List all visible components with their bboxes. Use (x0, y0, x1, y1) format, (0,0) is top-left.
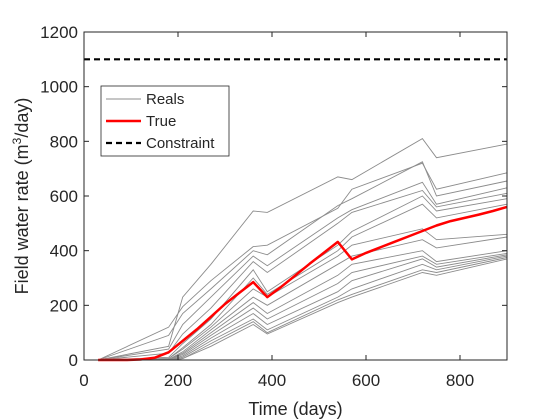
y-tick-label-0: 0 (69, 351, 78, 370)
x-tick-label-400: 400 (258, 371, 286, 390)
real-series-line-3 (97, 161, 508, 361)
true-series-line (98, 205, 508, 362)
true-layer (98, 205, 508, 362)
y-tick-label-800: 800 (50, 132, 78, 151)
real-series-line-6 (98, 195, 508, 361)
y-tick-label-600: 600 (50, 187, 78, 206)
x-tick-label-0: 0 (79, 371, 88, 390)
legend: Reals True Constraint (100, 85, 230, 157)
y-tick-label-1200: 1200 (40, 23, 78, 42)
y-axis-ticks: 0 200 400 600 800 1000 1200 (40, 23, 507, 370)
y-axis-title-prefix: Field water rate (m (12, 144, 32, 294)
x-tick-label-800: 800 (446, 371, 474, 390)
y-axis-title: Field water rate (m3/day) (10, 98, 32, 295)
y-axis-title-suffix: /day) (12, 98, 32, 138)
real-series-line-9 (98, 236, 508, 361)
y-tick-label-400: 400 (50, 242, 78, 261)
real-series-line-4 (98, 181, 508, 361)
legend-true-label: True (146, 113, 176, 130)
x-axis-ticks: 0 200 400 600 800 (79, 32, 474, 390)
real-series-line-5 (98, 189, 508, 361)
reals-layer (97, 138, 508, 361)
legend-reals-label: Reals (146, 91, 184, 108)
legend-constraint-label: Constraint (146, 135, 215, 152)
x-tick-label-600: 600 (352, 371, 380, 390)
y-tick-label-200: 200 (50, 296, 78, 315)
plot-area (84, 32, 507, 360)
real-series-line-7 (98, 203, 508, 361)
x-tick-label-200: 200 (164, 371, 192, 390)
x-axis-title: Time (days) (248, 399, 342, 419)
real-series-line-2 (97, 162, 508, 361)
y-axis-title-superscript: 3 (10, 137, 24, 144)
y-tick-label-1000: 1000 (40, 78, 78, 97)
